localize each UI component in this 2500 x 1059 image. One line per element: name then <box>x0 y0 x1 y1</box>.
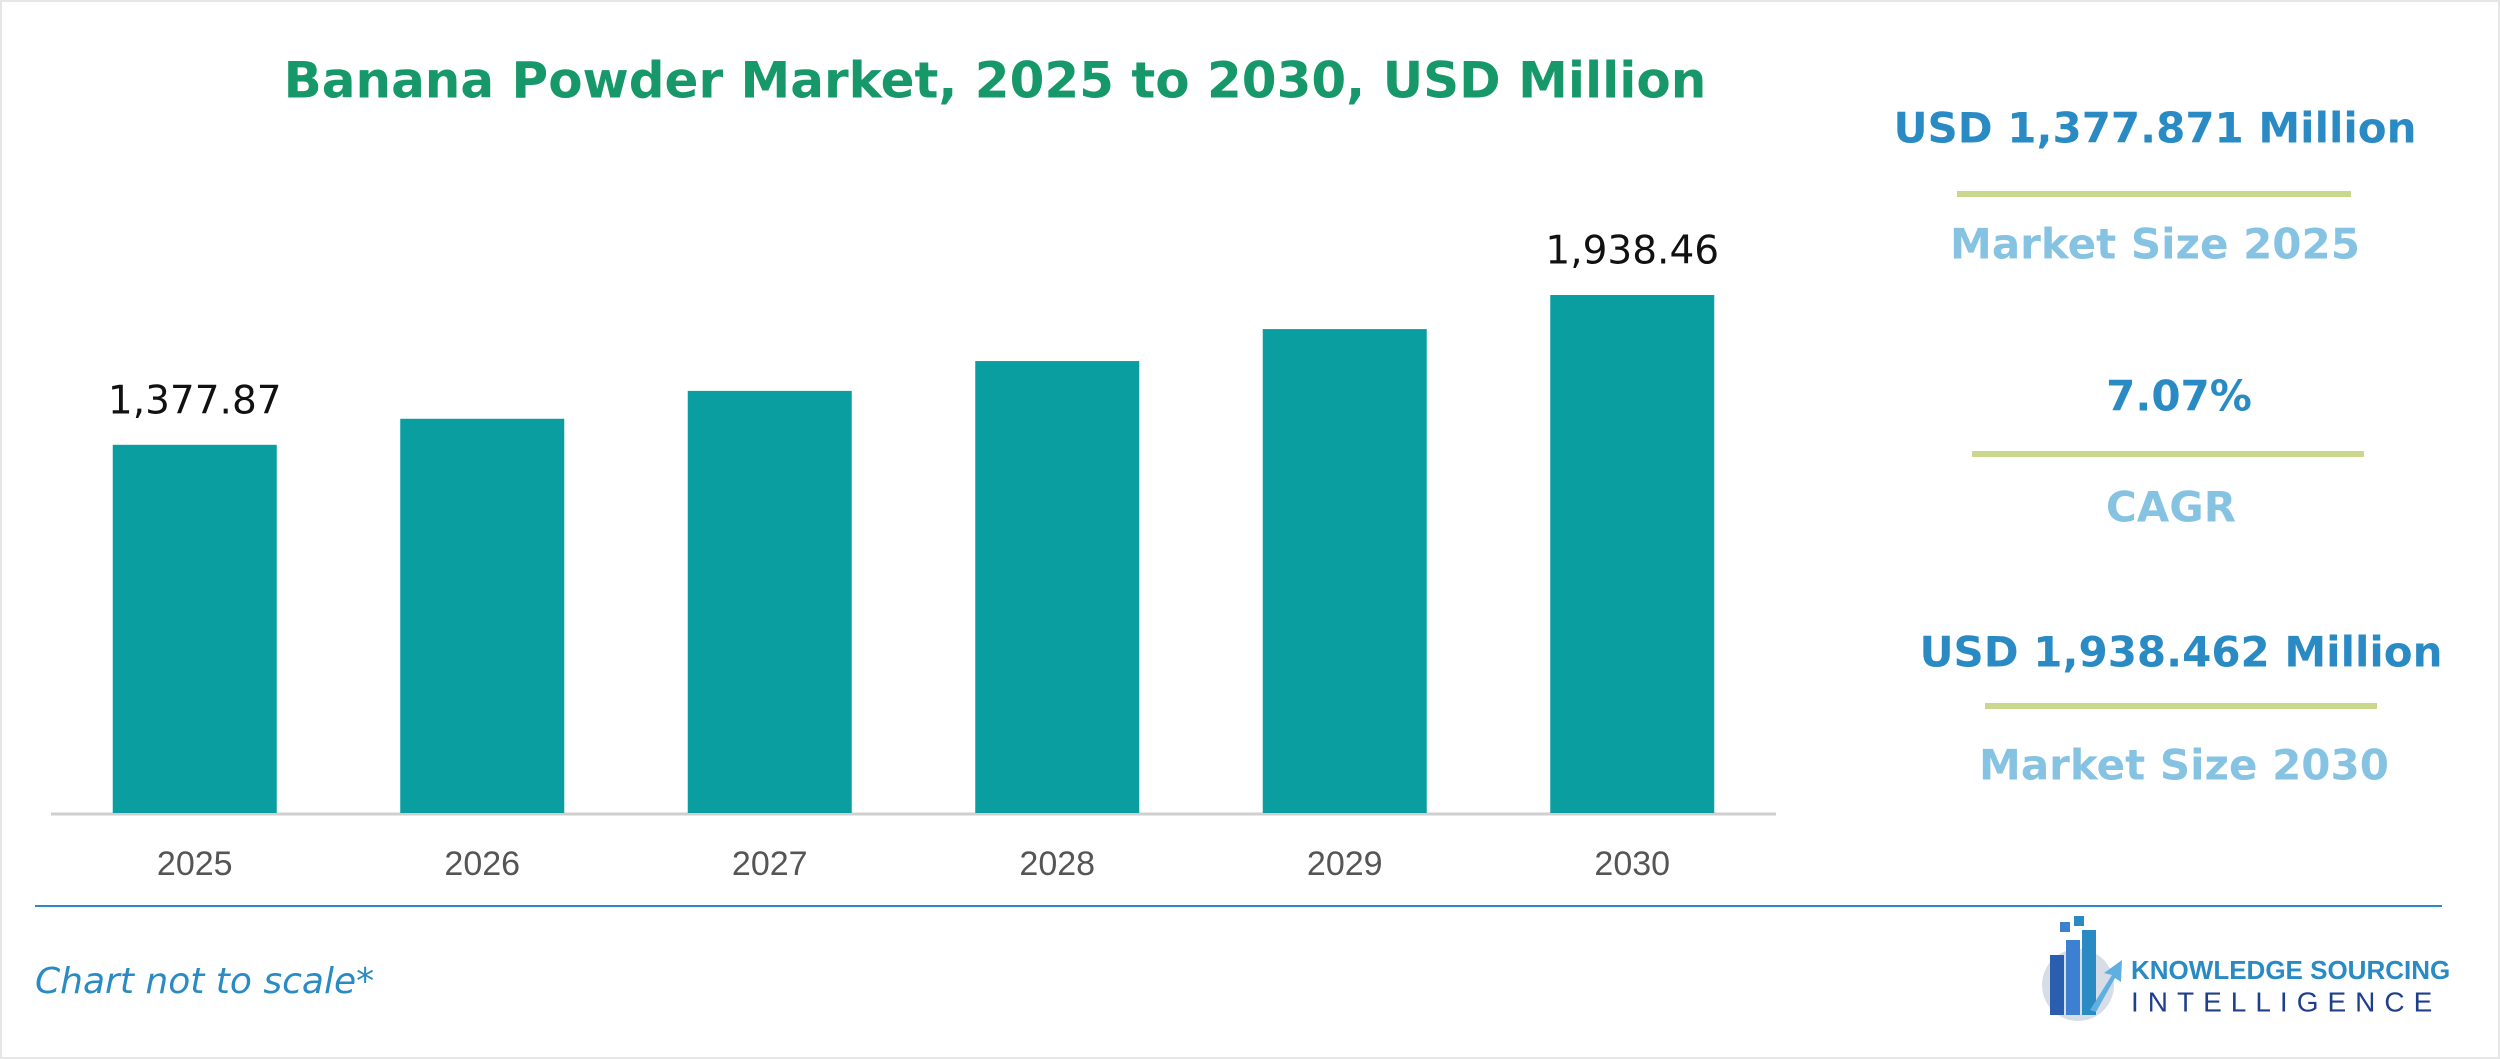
logo-icon <box>2042 916 2122 1021</box>
kpi-value: 7.07% <box>2106 372 2252 421</box>
x-tick-label: 2030 <box>1594 845 1670 883</box>
kpi-label: Market Size 2030 <box>1979 741 2389 790</box>
x-tick-label: 2025 <box>157 845 233 883</box>
logo-text: INTELLIGENCE <box>2131 986 2441 1017</box>
bar <box>1550 295 1715 813</box>
bar <box>112 444 277 813</box>
value-label: 1,938.46 <box>1545 229 1719 274</box>
bar <box>687 390 852 813</box>
x-tick-label: 2029 <box>1307 845 1383 883</box>
kpi-label: CAGR <box>2106 483 2236 532</box>
x-tick-label: 2028 <box>1019 845 1095 883</box>
logo-text: KNOWLEDGE SOURCING <box>2131 955 2450 985</box>
bar <box>975 361 1140 813</box>
x-tick-label: 2027 <box>732 845 808 883</box>
x-tick-label: 2026 <box>444 845 520 883</box>
kpi-value: USD 1,938.462 Million <box>1919 628 2442 677</box>
bar <box>400 418 565 813</box>
chart-title: Banana Powder Market, 2025 to 2030, USD … <box>284 52 1707 110</box>
kpi-value: USD 1,377.871 Million <box>1893 104 2416 153</box>
footer-note: Chart not to scale* <box>35 961 374 1002</box>
kpi-label: Market Size 2025 <box>1950 220 2360 269</box>
value-label: 1,377.87 <box>108 378 282 423</box>
bar <box>1262 329 1427 813</box>
